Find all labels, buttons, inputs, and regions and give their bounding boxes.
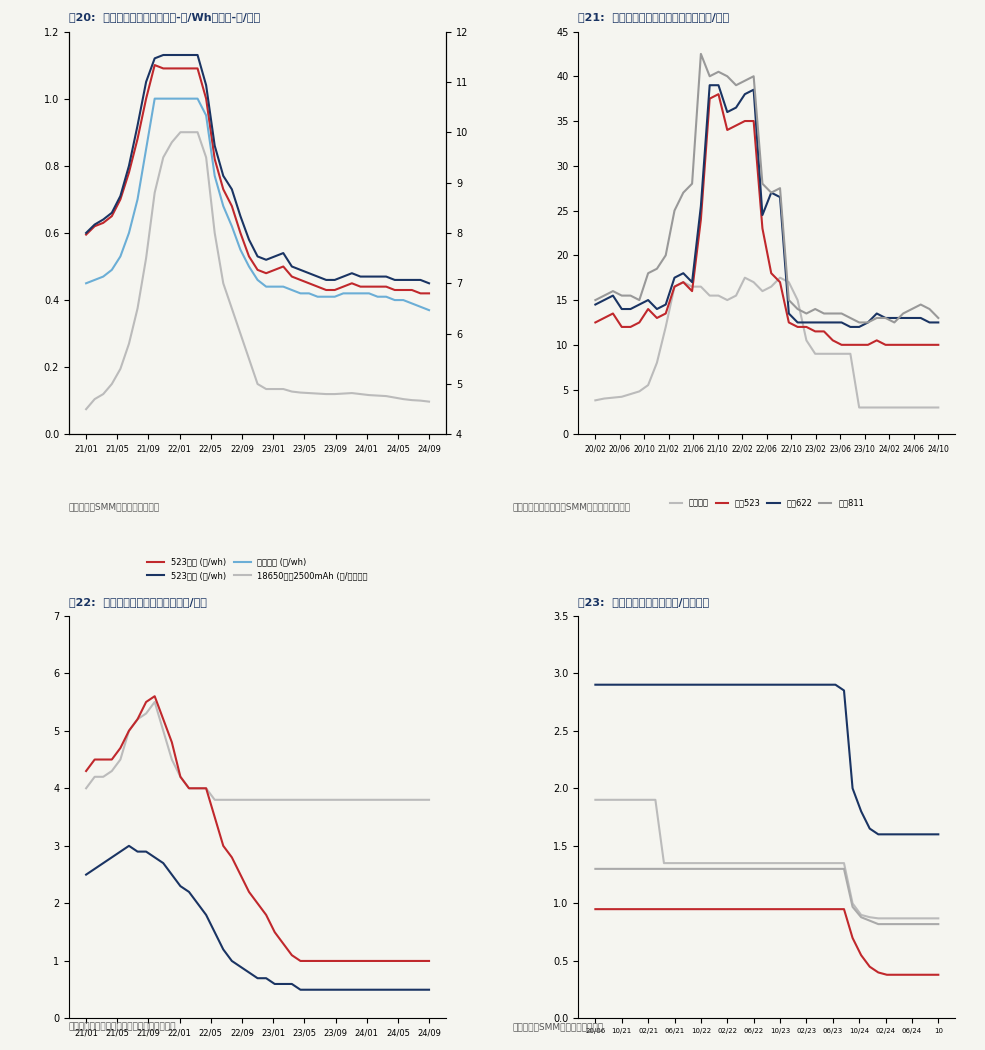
Legend: 523方形 (元/wh), 523软包 (元/wh), 方形铁锂 (元/wh), 18650圆柱2500mAh (元/支，右轴: 523方形 (元/wh), 523软包 (元/wh), 方形铁锂 (元/wh),…: [144, 554, 371, 584]
Text: 图20:  部分电芯价格走势（左轴-元/Wh、右轴-元/支）: 图20: 部分电芯价格走势（左轴-元/Wh、右轴-元/支）: [69, 13, 260, 22]
Text: 数据来源：鑫椤资讯、SMM，东吴证券研究所: 数据来源：鑫椤资讯、SMM，东吴证券研究所: [512, 502, 630, 511]
Text: 图21:  部分电池正极材料价格走势（万元/吨）: 图21: 部分电池正极材料价格走势（万元/吨）: [578, 13, 729, 22]
Text: 数据来源：SMM，东吴证券研究所: 数据来源：SMM，东吴证券研究所: [512, 1022, 604, 1031]
Text: 数据来源：鑫椤资讯、百川，东吴证券研究所: 数据来源：鑫椤资讯、百川，东吴证券研究所: [69, 1022, 176, 1031]
Text: 图23:  部分隔膜价格走势（元/平方米）: 图23: 部分隔膜价格走势（元/平方米）: [578, 596, 709, 607]
Text: 数据来源：SMM，东吴证券研究所: 数据来源：SMM，东吴证券研究所: [69, 502, 161, 511]
Legend: 磷酸锂铁, 三元523, 三元622, 三元811: 磷酸锂铁, 三元523, 三元622, 三元811: [667, 496, 868, 510]
Text: 图22:  电池负极材料价格走势（万元/吨）: 图22: 电池负极材料价格走势（万元/吨）: [69, 596, 207, 607]
